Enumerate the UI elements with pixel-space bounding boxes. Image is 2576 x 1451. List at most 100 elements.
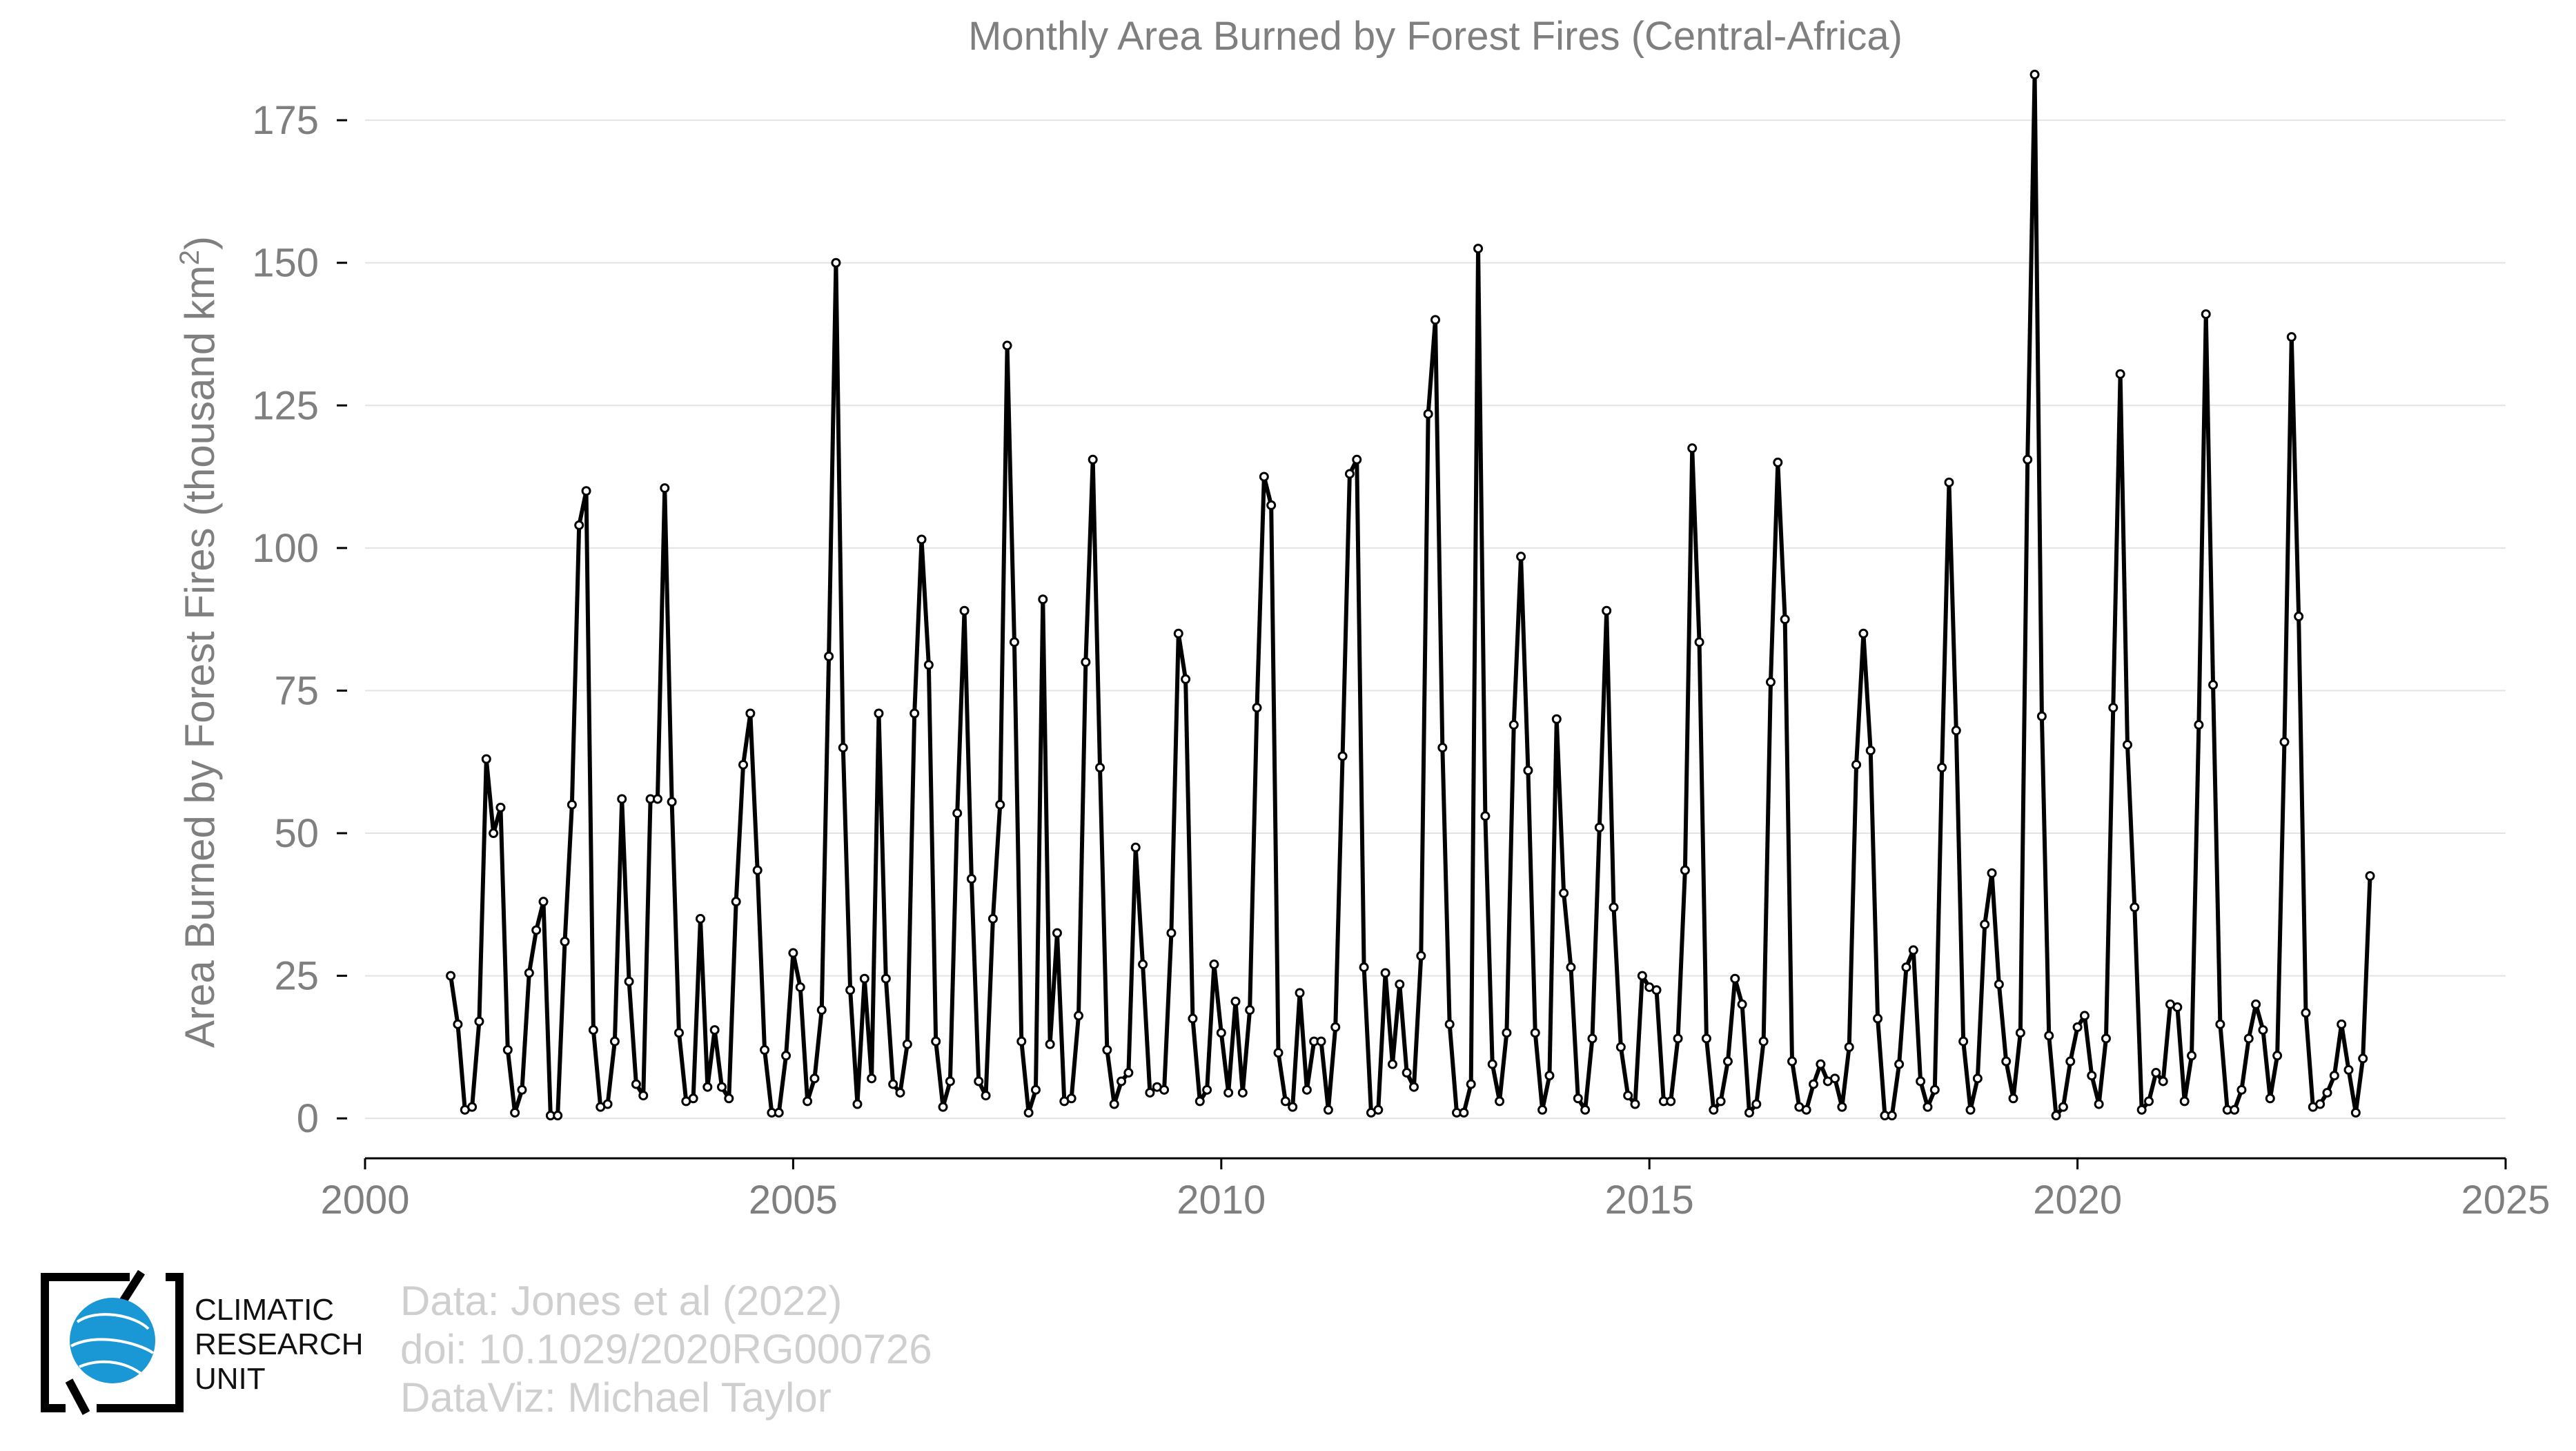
data-point-1 <box>453 1019 463 1029</box>
data-point-216 <box>1987 868 1997 878</box>
data-point-186 <box>1773 457 1783 467</box>
data-point-95 <box>1123 1068 1134 1078</box>
credit-dataviz: DataViz: Michael Taylor <box>400 1374 832 1421</box>
data-point-59 <box>867 1073 877 1084</box>
data-point-49 <box>795 982 805 993</box>
data-point-56 <box>845 985 856 995</box>
data-point-138 <box>1430 315 1440 325</box>
data-point-39 <box>724 1093 734 1104</box>
data-point-152 <box>1530 1028 1540 1038</box>
data-point-142 <box>1459 1107 1469 1118</box>
data-point-94 <box>1117 1076 1127 1087</box>
data-point-29 <box>652 794 662 804</box>
data-point-41 <box>738 759 749 770</box>
data-point-200 <box>1873 1013 1883 1024</box>
y-tick-label-50: 50 <box>274 811 319 856</box>
data-point-174 <box>1687 443 1698 454</box>
data-point-204 <box>1901 962 1911 973</box>
data-point-184 <box>1758 1036 1769 1046</box>
data-point-187 <box>1780 614 1790 625</box>
data-point-13 <box>538 897 549 907</box>
data-point-224 <box>2044 1031 2054 1041</box>
data-point-158 <box>1573 1093 1583 1104</box>
data-point-23 <box>609 1036 620 1046</box>
data-point-267 <box>2350 1107 2361 1118</box>
data-point-117 <box>1280 1096 1290 1107</box>
gridlines <box>365 119 2506 1120</box>
data-point-175 <box>1694 637 1704 647</box>
logo-text-research: RESEARCH <box>195 1327 364 1361</box>
data-point-25 <box>624 976 634 986</box>
data-point-235 <box>2122 739 2132 750</box>
data-point-145 <box>1480 811 1491 821</box>
data-point-8 <box>502 1045 513 1055</box>
data-point-93 <box>1109 1099 1119 1109</box>
data-point-226 <box>2058 1102 2068 1112</box>
data-point-247 <box>2208 680 2219 690</box>
data-point-31 <box>667 797 677 807</box>
y-axis-label-suffix: ) <box>177 236 223 250</box>
data-point-198 <box>1858 628 1869 639</box>
data-point-258 <box>2286 332 2297 342</box>
data-point-52 <box>816 1005 827 1015</box>
data-point-107 <box>1209 960 1219 970</box>
data-point-207 <box>1923 1102 1933 1112</box>
data-point-231 <box>2094 1099 2104 1109</box>
credit-data: Data: Jones et al (2022) <box>400 1278 842 1324</box>
data-point-211 <box>1951 726 1961 736</box>
data-point-92 <box>1102 1045 1112 1055</box>
data-point-122 <box>1316 1036 1326 1046</box>
data-point-255 <box>2265 1093 2275 1104</box>
data-point-161 <box>1594 822 1604 832</box>
data-point-172 <box>1673 1033 1683 1044</box>
data-point-252 <box>2243 1033 2254 1044</box>
data-point-246 <box>2201 309 2211 320</box>
data-point-69 <box>938 1102 948 1112</box>
data-point-48 <box>788 948 798 958</box>
data-point-153 <box>1537 1104 1548 1115</box>
data-point-84 <box>1045 1039 1055 1049</box>
logo-text-unit: UNIT <box>195 1362 266 1396</box>
logo-text-climatic: CLIMATIC <box>195 1293 334 1327</box>
data-point-35 <box>695 913 705 924</box>
data-point-57 <box>852 1099 863 1109</box>
data-point-19 <box>581 486 591 496</box>
data-point-132 <box>1387 1059 1397 1069</box>
data-point-183 <box>1751 1099 1762 1109</box>
data-point-147 <box>1495 1096 1505 1107</box>
data-point-46 <box>774 1107 784 1118</box>
data-point-166 <box>1630 1099 1640 1109</box>
data-point-75 <box>981 1091 991 1101</box>
data-point-163 <box>1609 902 1619 913</box>
data-point-15 <box>553 1111 563 1121</box>
data-point-220 <box>2015 1028 2025 1038</box>
data-point-130 <box>1373 1104 1384 1115</box>
data-point-128 <box>1359 962 1369 973</box>
logo-slash-bottom <box>65 1379 90 1415</box>
data-point-179 <box>1722 1056 1733 1067</box>
data-point-150 <box>1516 552 1526 562</box>
x-axis-ticks: 2000 2005 2010 2015 2020 2025 <box>320 1158 2550 1223</box>
data-point-197 <box>1851 759 1862 770</box>
data-point-173 <box>1680 865 1690 875</box>
data-point-131 <box>1380 968 1390 978</box>
data-point-81 <box>1023 1107 1034 1118</box>
data-point-148 <box>1502 1028 1512 1038</box>
data-point-83 <box>1038 594 1048 605</box>
y-axis-label-superscript: 2 <box>175 250 205 265</box>
data-point-190 <box>1801 1104 1811 1115</box>
data-point-243 <box>2179 1096 2190 1107</box>
data-point-9 <box>510 1107 520 1118</box>
y-tick-label-75: 75 <box>274 668 319 713</box>
y-tick-label-175: 175 <box>252 98 319 143</box>
x-tick-label-2020: 2020 <box>2033 1178 2122 1223</box>
data-point-47 <box>781 1051 792 1061</box>
data-point-76 <box>987 913 998 924</box>
data-point-149 <box>1508 720 1519 730</box>
data-point-113 <box>1252 703 1262 713</box>
data-point-227 <box>2065 1056 2076 1067</box>
data-point-159 <box>1580 1104 1591 1115</box>
data-point-50 <box>803 1096 813 1107</box>
data-point-60 <box>874 708 884 719</box>
